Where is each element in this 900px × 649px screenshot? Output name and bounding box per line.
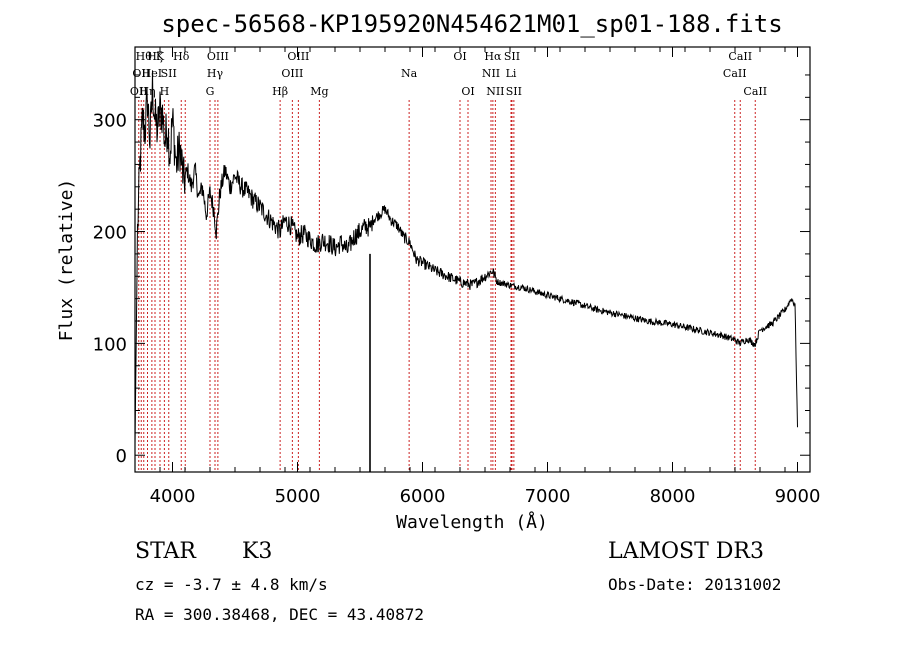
x-axis-label: Wavelength (Å) — [396, 511, 548, 533]
line-label: OIII — [281, 67, 303, 80]
line-label: Hα — [484, 50, 502, 63]
line-label: SII — [506, 85, 522, 98]
line-label: SII — [504, 50, 520, 63]
line-label: CaII — [728, 50, 752, 63]
x-tick-label: 5000 — [275, 486, 321, 507]
line-label: K — [156, 50, 165, 63]
line-label: NII — [482, 67, 500, 80]
line-label: Hθ — [136, 50, 153, 63]
y-tick-label: 200 — [93, 223, 127, 244]
line-label: Na — [401, 67, 418, 80]
plot-frame — [134, 46, 811, 473]
line-label: H — [160, 85, 170, 98]
line-label: OIII — [287, 50, 309, 63]
line-label: OI — [453, 50, 466, 63]
line-label: OII — [132, 67, 150, 80]
spectrum-series — [134, 70, 798, 472]
line-label: OI — [461, 85, 474, 98]
line-label: OIII — [207, 50, 229, 63]
survey-release: LAMOST DR3 — [608, 539, 764, 564]
line-label: OII — [130, 85, 148, 98]
chart-title: spec-56568-KP195920N454621M01_sp01-188.f… — [161, 10, 782, 38]
line-label: Mg — [310, 85, 328, 98]
y-tick-label: 100 — [93, 334, 127, 355]
spectral-line-markers: OIIOIIHθHηHeIHζKHSIIHδGHγOIIIHβOIIIOIIIM… — [130, 50, 767, 472]
y-axis-label: Flux (relative) — [56, 179, 77, 342]
axis-ticks: 4000 5000 6000 7000 8000 9000 0 100 200 300 — [93, 47, 821, 507]
observation-date: Obs-Date: 20131002 — [608, 575, 781, 594]
line-label: NII — [486, 85, 504, 98]
line-label: Hβ — [272, 85, 288, 98]
line-label: Hζ — [147, 50, 163, 63]
line-label: Li — [506, 67, 517, 80]
x-tick-label: 9000 — [775, 486, 821, 507]
x-tick-label: 7000 — [525, 486, 571, 507]
line-label: Hγ — [207, 67, 224, 80]
line-label: G — [206, 85, 215, 98]
x-tick-label: 8000 — [650, 486, 696, 507]
x-tick-label: 6000 — [400, 486, 446, 507]
line-label: CaII — [723, 67, 747, 80]
object-class: STAR — [135, 539, 197, 564]
object-subclass: K3 — [242, 539, 272, 564]
line-label: Hδ — [173, 50, 190, 63]
y-tick-label: 300 — [93, 111, 127, 132]
redshift-velocity: cz = -3.7 ± 4.8 km/s — [135, 575, 328, 594]
line-label: CaII — [743, 85, 767, 98]
spectrum-line — [134, 70, 798, 445]
line-label: HeI — [142, 67, 162, 80]
x-tick-label: 4000 — [150, 486, 196, 507]
y-tick-label: 0 — [116, 446, 127, 467]
sky-coordinates: RA = 300.38468, DEC = 43.40872 — [135, 605, 424, 624]
line-label: SII — [161, 67, 177, 80]
